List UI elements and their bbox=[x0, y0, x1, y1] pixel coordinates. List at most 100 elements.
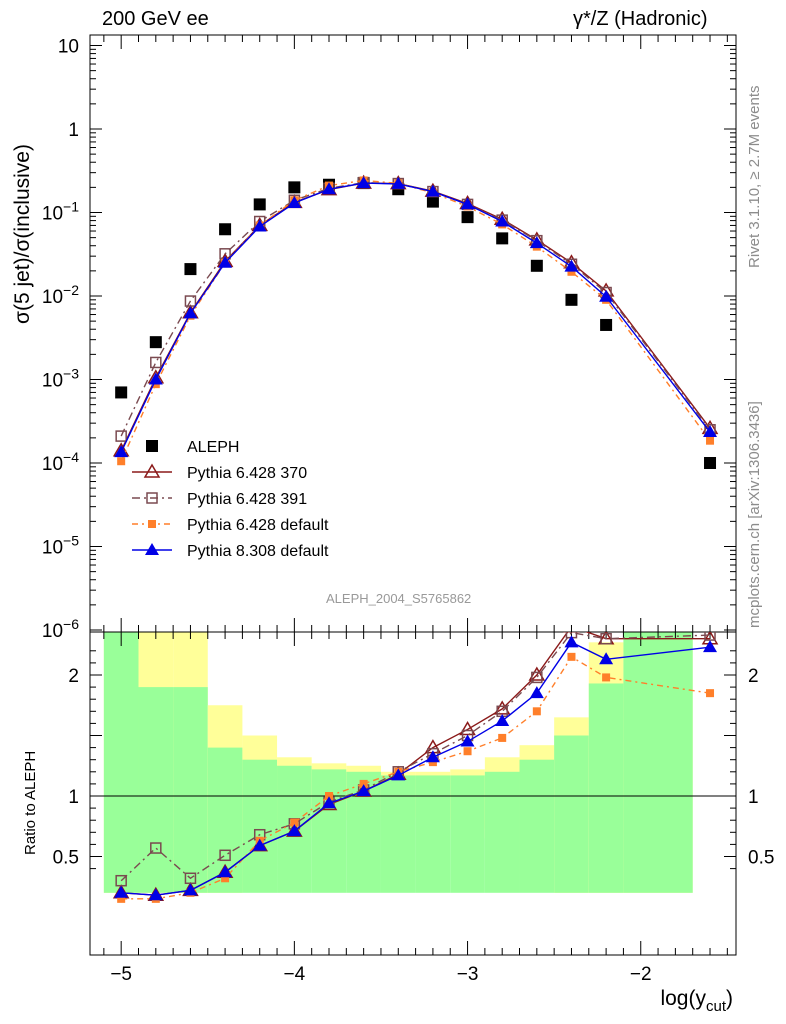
green-band-bin bbox=[450, 775, 485, 893]
ratio-y-tick-label: 2 bbox=[68, 666, 79, 687]
open-square-marker bbox=[115, 874, 127, 887]
open-triangle-marker bbox=[528, 666, 546, 681]
open-triangle-marker bbox=[459, 720, 476, 736]
green-band-bin bbox=[519, 759, 555, 893]
triangle-marker bbox=[529, 236, 544, 249]
square-marker bbox=[496, 232, 509, 245]
small-square-marker bbox=[290, 818, 299, 827]
legend-label: ALEPH bbox=[187, 439, 239, 456]
x-tick-label: −3 bbox=[457, 964, 479, 985]
triangle-marker bbox=[599, 289, 614, 302]
triangle-marker bbox=[391, 176, 406, 189]
small-square-marker bbox=[532, 707, 541, 716]
small-square-marker bbox=[325, 792, 334, 800]
legend-label: Pythia 6.428 default bbox=[187, 517, 329, 534]
square-marker bbox=[219, 223, 232, 236]
triangle-marker bbox=[148, 888, 163, 901]
ratio-y-tick-label: 0.5 bbox=[53, 848, 79, 869]
y-tick-label: 10−5 bbox=[42, 533, 79, 559]
small-square-marker bbox=[706, 436, 715, 445]
triangle-marker bbox=[391, 768, 406, 781]
green-band-bin bbox=[484, 771, 520, 893]
triangle-marker bbox=[460, 197, 475, 210]
square-marker bbox=[704, 457, 717, 469]
lower-frame bbox=[89, 631, 737, 956]
mcplots-label: mcplots.cern.ch [arXiv:1306.3436] bbox=[746, 401, 763, 628]
green-band-bin bbox=[103, 632, 139, 893]
green-band-bin bbox=[242, 759, 278, 893]
triangle-marker bbox=[495, 214, 510, 227]
triangle-marker bbox=[218, 865, 233, 878]
triangle-marker bbox=[145, 543, 159, 555]
triangle-marker bbox=[564, 259, 579, 272]
square-marker bbox=[288, 181, 301, 194]
triangle-marker bbox=[322, 796, 337, 809]
open-triangle-marker bbox=[143, 463, 161, 478]
open-square-marker bbox=[184, 872, 197, 885]
small-square-marker bbox=[567, 267, 576, 276]
triangle-marker bbox=[703, 425, 718, 438]
open-square-marker bbox=[150, 356, 162, 369]
triangle-marker bbox=[218, 255, 233, 268]
green-band-bin bbox=[415, 775, 451, 893]
triangle-marker bbox=[114, 885, 129, 898]
ratio-y-tick-label-right: 1 bbox=[748, 787, 759, 808]
upper-y-axis-label: σ(5 jet)/σ(inclusive) bbox=[11, 144, 34, 324]
square-marker bbox=[461, 211, 474, 224]
uncertainty-bands bbox=[103, 632, 693, 893]
x-tick-label: −2 bbox=[630, 964, 652, 985]
triangle-marker bbox=[114, 445, 129, 458]
triangle-marker bbox=[183, 306, 198, 319]
triangle-marker bbox=[322, 182, 337, 195]
triangle-marker bbox=[252, 838, 267, 851]
y-tick-label: 10−1 bbox=[42, 199, 79, 225]
legend-label: Pythia 8.308 default bbox=[187, 543, 329, 560]
small-square-marker bbox=[602, 673, 611, 682]
header-right: γ*/Z (Hadronic) bbox=[573, 8, 708, 30]
green-band-bin bbox=[380, 775, 416, 893]
y-tick-label: 10−3 bbox=[42, 366, 79, 392]
green-band-bin bbox=[138, 687, 174, 893]
triangle-marker bbox=[183, 883, 198, 896]
triangle-marker bbox=[148, 372, 163, 385]
x-tick-label: −5 bbox=[110, 964, 132, 985]
square-marker bbox=[115, 386, 128, 399]
upper-series bbox=[112, 174, 719, 469]
series-line bbox=[120, 182, 711, 453]
open-square-marker bbox=[219, 849, 231, 862]
series-line bbox=[120, 179, 711, 462]
square-marker bbox=[600, 318, 613, 331]
square-marker bbox=[565, 293, 578, 306]
analysis-id: ALEPH_2004_S5765862 bbox=[326, 591, 472, 606]
lower-y-axis-label: Ratio to ALEPH bbox=[22, 750, 39, 855]
square-marker bbox=[149, 336, 162, 349]
triangle-marker bbox=[356, 784, 371, 797]
x-axis-label: log(ycut) bbox=[660, 987, 733, 1015]
small-square-marker bbox=[221, 874, 230, 883]
y-tick-label: 10−6 bbox=[42, 616, 79, 642]
ratio-y-tick-label-right: 0.5 bbox=[748, 848, 774, 869]
triangle-marker bbox=[287, 195, 302, 208]
square-marker bbox=[184, 263, 197, 276]
triangle-marker bbox=[287, 824, 302, 837]
triangle-marker bbox=[425, 184, 440, 197]
triangle-marker bbox=[703, 640, 718, 653]
triangle-marker bbox=[599, 652, 614, 665]
legend-label: Pythia 6.428 370 bbox=[187, 465, 307, 482]
ratio-series bbox=[112, 632, 719, 903]
triangle-marker bbox=[460, 734, 475, 747]
triangle-marker bbox=[564, 635, 579, 648]
open-square-marker bbox=[115, 430, 127, 442]
green-band-bin bbox=[588, 683, 624, 893]
ratio-line bbox=[121, 641, 711, 896]
rivet-label: Rivet 3.1.10, ≥ 2.7M events bbox=[746, 85, 763, 269]
square-marker bbox=[530, 259, 543, 272]
open-square-marker bbox=[600, 632, 612, 645]
square-marker bbox=[426, 195, 439, 208]
triangle-marker bbox=[495, 713, 510, 726]
triangle-marker bbox=[252, 219, 267, 232]
y-tick-label: 10−2 bbox=[42, 282, 79, 308]
open-square-marker bbox=[150, 842, 162, 854]
open-square-marker bbox=[531, 671, 543, 684]
